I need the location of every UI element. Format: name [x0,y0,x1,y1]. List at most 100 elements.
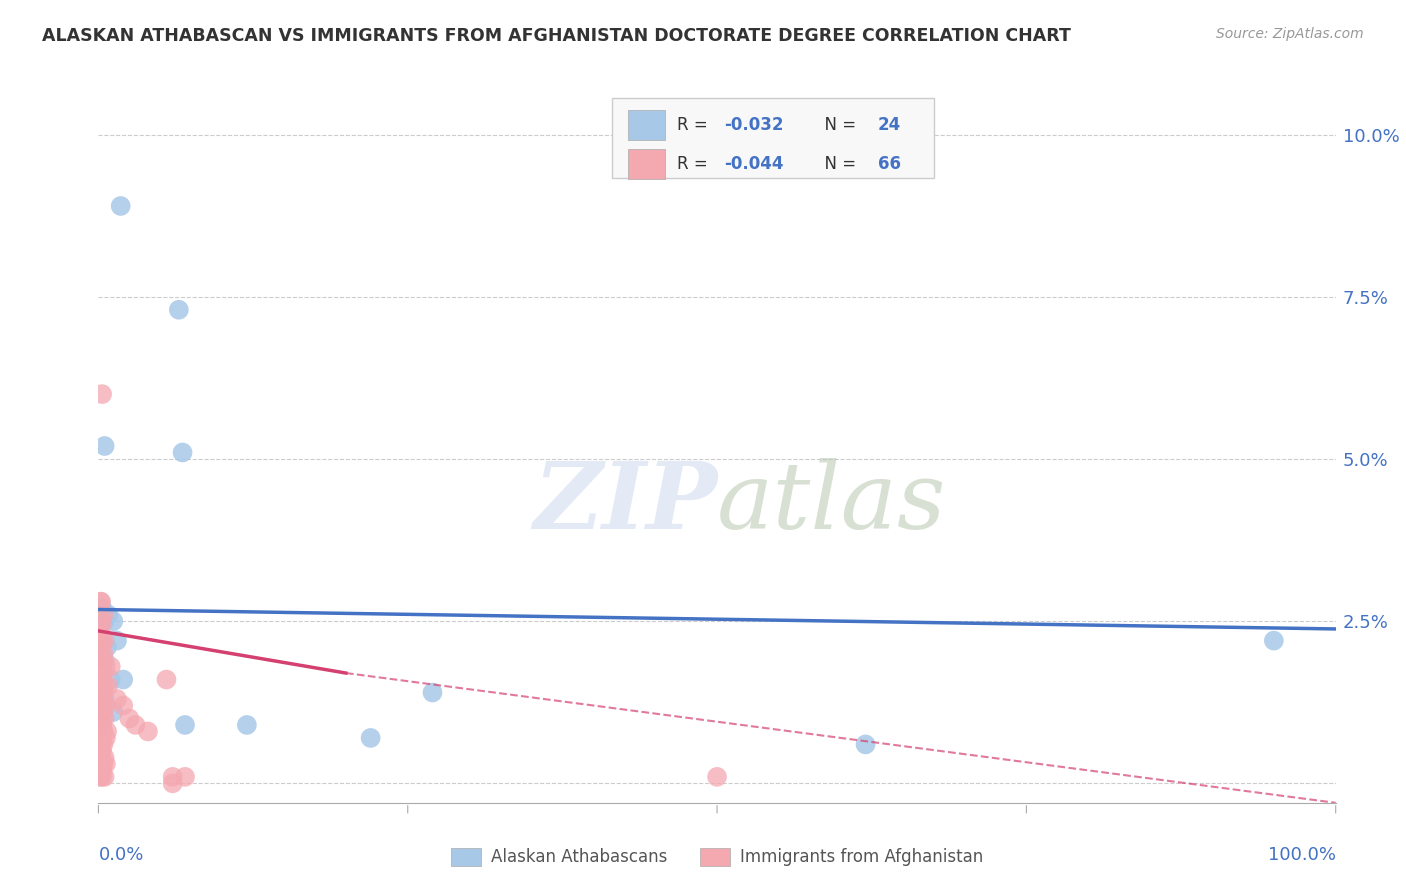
Point [90,764,112,778]
Point [93,756,115,771]
Point [706,770,728,784]
Text: 0.0%: 0.0% [98,846,143,863]
Point [93,666,115,681]
FancyBboxPatch shape [628,110,665,140]
Point [360,731,382,745]
Point [100,659,122,673]
Point [155,673,177,687]
Point [93,607,115,622]
Point [91,731,114,745]
Point [91,601,114,615]
Text: R =: R = [678,155,713,173]
Text: Source: ZipAtlas.com: Source: ZipAtlas.com [1216,27,1364,41]
Text: 24: 24 [877,116,901,134]
Point [89,770,111,784]
Point [103,614,125,628]
Point [94,731,117,745]
Text: atlas: atlas [717,458,946,548]
Point [91,698,114,713]
Point [93,653,115,667]
Point [236,718,259,732]
Point [93,439,115,453]
Point [89,692,111,706]
Point [103,705,125,719]
Point [91,633,114,648]
Point [112,673,135,687]
Point [97,607,120,622]
Point [90,640,112,654]
Point [89,724,111,739]
Point [89,756,111,771]
Point [93,705,115,719]
Point [93,711,115,725]
Point [855,738,877,752]
Point [93,685,115,699]
Point [124,718,146,732]
Point [93,750,115,764]
Point [112,698,135,713]
Point [90,750,112,764]
Point [93,770,115,784]
Point [91,764,114,778]
Point [93,692,115,706]
FancyBboxPatch shape [628,149,665,179]
Point [90,692,112,706]
Point [91,718,114,732]
Point [136,724,159,739]
Point [89,744,111,758]
Point [97,679,120,693]
Text: 100.0%: 100.0% [1268,846,1336,863]
Point [89,679,111,693]
Point [422,685,444,699]
Point [90,595,112,609]
Point [91,770,114,784]
Point [90,705,112,719]
Point [89,666,111,681]
Point [90,718,112,732]
Point [110,199,132,213]
Point [89,711,111,725]
Point [93,724,115,739]
Point [174,718,197,732]
Text: R =: R = [678,116,713,134]
Point [90,738,112,752]
Point [94,698,117,713]
Text: -0.032: -0.032 [724,116,785,134]
Point [96,640,118,654]
Point [1263,633,1285,648]
Point [93,679,115,693]
Text: N =: N = [814,116,860,134]
Point [100,673,122,687]
Point [167,302,190,317]
Text: -0.044: -0.044 [724,155,785,173]
Point [90,621,112,635]
Point [90,659,112,673]
Point [174,770,197,784]
Point [105,633,128,648]
Point [89,627,111,641]
Point [91,705,114,719]
Text: ALASKAN ATHABASCAN VS IMMIGRANTS FROM AFGHANISTAN DOCTORATE DEGREE CORRELATION C: ALASKAN ATHABASCAN VS IMMIGRANTS FROM AF… [42,27,1071,45]
FancyBboxPatch shape [612,98,934,178]
Point [90,614,112,628]
Point [91,685,114,699]
Point [93,738,115,752]
Point [93,647,115,661]
Legend: Alaskan Athabascans, Immigrants from Afghanistan: Alaskan Athabascans, Immigrants from Afg… [444,841,990,873]
Point [91,718,114,732]
Point [172,445,194,459]
Point [91,653,114,667]
Text: ZIP: ZIP [533,458,717,548]
Point [118,711,141,725]
Point [162,770,184,784]
Point [90,653,112,667]
Point [91,387,114,401]
Point [96,724,118,739]
Point [105,692,128,706]
Point [93,633,115,648]
Point [90,595,112,609]
Point [94,659,117,673]
Point [91,614,114,628]
Point [90,673,112,687]
Point [93,614,115,628]
